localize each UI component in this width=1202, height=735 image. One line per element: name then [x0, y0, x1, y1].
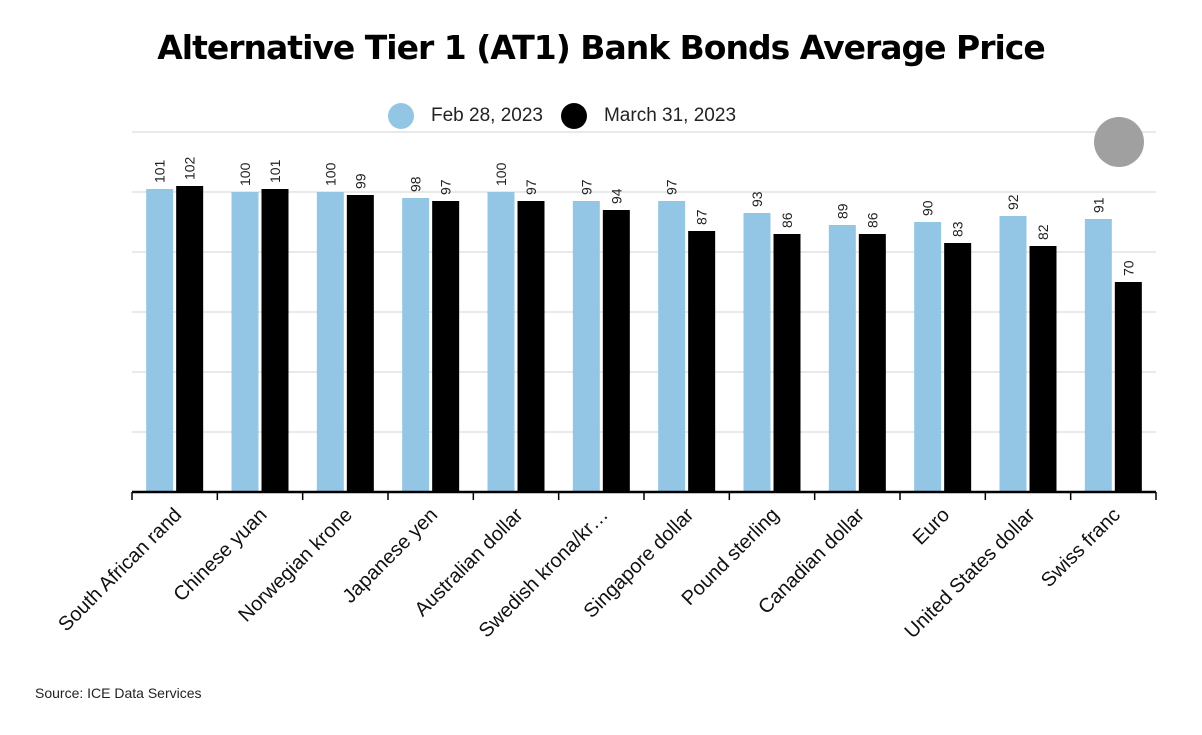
- bar: [773, 234, 801, 492]
- bar: [999, 216, 1027, 492]
- bar: [432, 201, 460, 492]
- data-label: 97: [438, 179, 454, 195]
- bar: [743, 213, 771, 492]
- bar: [828, 225, 856, 492]
- data-label: 93: [749, 191, 765, 207]
- bar: [231, 192, 259, 492]
- bar: [1029, 246, 1057, 492]
- bar: [1084, 219, 1112, 492]
- data-label: 86: [864, 212, 880, 228]
- bar: [1114, 282, 1142, 492]
- data-label: 102: [182, 156, 198, 180]
- bar: [914, 222, 942, 492]
- chart-legend: Feb 28, 2023 March 31, 2023: [388, 102, 754, 130]
- data-label: 99: [352, 173, 368, 189]
- x-tick-label: Swiss franc: [1037, 504, 1125, 592]
- bar: [402, 198, 430, 492]
- floating-circle-button[interactable]: [1094, 117, 1144, 167]
- data-label: 97: [578, 179, 594, 195]
- legend-item-march: March 31, 2023: [560, 103, 737, 129]
- x-tick-label: Euro: [909, 504, 954, 549]
- data-label: 101: [267, 159, 283, 183]
- data-label: 90: [920, 200, 936, 216]
- data-label: 100: [322, 162, 338, 186]
- x-tick-label: South African rand: [54, 504, 186, 636]
- bar: [517, 201, 545, 492]
- data-label: 100: [493, 162, 509, 186]
- chart-title: Alternative Tier 1 (AT1) Bank Bonds Aver…: [157, 28, 1045, 67]
- data-label: 100: [237, 162, 253, 186]
- data-label: 92: [1005, 194, 1021, 210]
- data-label: 97: [523, 179, 539, 195]
- data-label: 70: [1120, 260, 1136, 276]
- legend-label-march: March 31, 2023: [603, 105, 737, 126]
- bar: [658, 201, 686, 492]
- bar: [688, 231, 716, 492]
- bar: [176, 186, 204, 492]
- data-label: 89: [834, 203, 850, 219]
- bar: [487, 192, 515, 492]
- legend-item-feb: Feb 28, 2023: [388, 103, 543, 129]
- source-note: Source: ICE Data Services: [35, 685, 202, 701]
- bar: [316, 192, 344, 492]
- data-label: 91: [1090, 197, 1106, 213]
- bar: [346, 195, 374, 492]
- data-label: 82: [1035, 224, 1051, 240]
- bar: [146, 189, 174, 492]
- data-label: 86: [779, 212, 795, 228]
- legend-swatch-march: [560, 103, 587, 129]
- bar: [602, 210, 630, 492]
- bar: [261, 189, 289, 492]
- data-label: 87: [694, 209, 710, 225]
- bar: [944, 243, 972, 492]
- data-label: 101: [152, 159, 168, 183]
- bar: [572, 201, 600, 492]
- legend-label-feb: Feb 28, 2023: [431, 105, 543, 126]
- data-label: 98: [408, 176, 424, 192]
- data-label: 94: [608, 188, 624, 204]
- legend-swatch-feb: [388, 103, 414, 129]
- data-label: 83: [950, 221, 966, 237]
- bar: [858, 234, 886, 492]
- data-label: 97: [664, 179, 680, 195]
